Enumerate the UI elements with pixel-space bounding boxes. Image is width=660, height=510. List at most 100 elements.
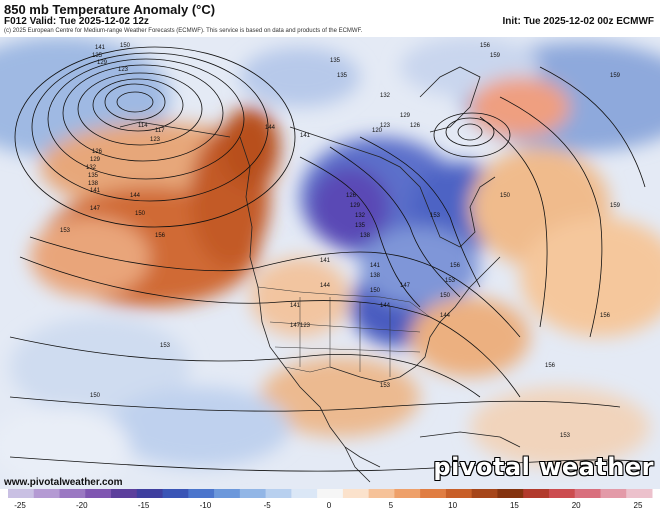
colorbar-swatch — [600, 489, 627, 498]
colorbar-swatch — [291, 489, 318, 498]
height-label: 114 — [138, 123, 148, 129]
colorbar-swatches — [8, 489, 653, 498]
height-label: 132 — [380, 93, 391, 99]
height-label: 153 — [560, 433, 571, 439]
colorbar-swatch — [265, 489, 292, 498]
height-label: 123 — [118, 67, 129, 73]
colorbar-tick-label: 20 — [572, 501, 581, 510]
height-label: 135 — [337, 73, 348, 79]
colorbar-swatch — [317, 489, 344, 498]
height-label: 150 — [370, 288, 381, 294]
colorbar-swatch — [394, 489, 421, 498]
height-label: 150 — [500, 193, 511, 199]
height-label: 117 — [155, 128, 165, 134]
colorbar-tick-label: 25 — [634, 501, 643, 510]
colorbar-swatch — [420, 489, 447, 498]
height-label: 129 — [400, 113, 411, 119]
height-label: 135 — [88, 173, 99, 179]
height-label: 141 — [300, 133, 311, 139]
height-label: 132 — [86, 165, 97, 171]
colorbar-tick-label: -15 — [138, 501, 150, 510]
height-label: 147 — [400, 283, 411, 289]
height-label: 126 — [92, 149, 103, 155]
height-label: 150 — [90, 393, 101, 399]
height-label: 153 — [60, 228, 71, 234]
height-label: 144 — [130, 193, 141, 199]
colorbar-swatch — [368, 489, 395, 498]
colorbar-swatch — [548, 489, 576, 498]
colorbar-tick-label: -20 — [76, 501, 88, 510]
height-label: 150 — [135, 211, 146, 217]
height-label: 141 — [90, 188, 101, 194]
height-label: 123 — [300, 323, 311, 329]
height-label: 129 — [97, 60, 108, 66]
height-label: 132 — [355, 213, 366, 219]
colorbar-swatch — [239, 489, 267, 498]
height-label: 138 — [88, 181, 99, 187]
height-label: 144 — [380, 303, 391, 309]
height-label: 156 — [600, 313, 611, 319]
colorbar-swatch — [33, 489, 61, 498]
height-label: 123 — [150, 137, 161, 143]
colorbar-swatch — [162, 489, 189, 498]
colorbar-swatch — [497, 489, 524, 498]
init-time: Init: Tue 2025-12-02 00z ECMWF — [502, 16, 654, 27]
height-label: 147 — [90, 206, 101, 212]
height-label: 153 — [430, 213, 441, 219]
height-contours — [9, 46, 651, 472]
height-label: 150 — [120, 43, 131, 49]
colorbar: -25 -20 -15 -10 -5 0 5 10 15 20 25 — [8, 489, 653, 510]
brand-logo: pivotal weather — [433, 453, 654, 481]
height-label: 141 — [95, 45, 106, 51]
height-label: 135 — [92, 53, 103, 59]
colorbar-tick-label: 10 — [448, 501, 457, 510]
colorbar-swatch — [111, 489, 138, 498]
height-label: 135 — [355, 223, 366, 229]
colorbar-tick-label: -25 — [14, 501, 26, 510]
height-label: 138 — [360, 233, 371, 239]
map-title: 850 mb Temperature Anomaly (°C) — [4, 2, 216, 17]
height-label: 141 — [320, 258, 331, 264]
colorbar-swatch — [59, 489, 86, 498]
anomaly-map: 1501411351291231141171231261291321351381… — [0, 37, 660, 489]
height-label: 153 — [160, 343, 171, 349]
website-label: www.pivotalweather.com — [4, 477, 123, 488]
height-label: 159 — [610, 203, 621, 209]
height-label: 135 — [330, 58, 341, 64]
height-label: 156 — [545, 363, 556, 369]
height-label: 138 — [370, 273, 381, 279]
colorbar-swatch — [136, 489, 164, 498]
colorbar-swatch — [85, 489, 112, 498]
colorbar-swatch — [8, 489, 35, 498]
colorbar-swatch — [342, 489, 370, 498]
valid-time: F012 Valid: Tue 2025-12-02 12z — [4, 16, 149, 27]
height-label: 156 — [155, 233, 166, 239]
colorbar-tick-label: 5 — [389, 501, 394, 510]
colorbar-swatch — [523, 489, 550, 498]
height-label: 129 — [90, 157, 101, 163]
height-label: 150 — [440, 293, 451, 299]
height-label: 153 — [380, 383, 391, 389]
height-label: 156 — [480, 43, 491, 49]
colorbar-tick-label: -5 — [264, 501, 272, 510]
colorbar-tick-label: -10 — [200, 501, 212, 510]
colorbar-swatch — [626, 489, 653, 498]
header-bar: 850 mb Temperature Anomaly (°C) F012 Val… — [0, 0, 660, 38]
height-label: 159 — [490, 53, 501, 59]
height-label: 144 — [440, 313, 451, 319]
height-label: 147 — [290, 323, 301, 329]
border-lines — [257, 286, 431, 377]
height-labels: 1501411351291231141171231261291321351381… — [60, 43, 621, 439]
height-label: 156 — [450, 263, 461, 269]
colorbar-swatch — [471, 489, 498, 498]
height-label: 129 — [350, 203, 361, 209]
colorbar-swatch — [214, 489, 241, 498]
ecmwf-credit: (c) 2025 European Centre for Medium-rang… — [4, 28, 363, 34]
colorbar-swatch — [574, 489, 601, 498]
colorbar-swatch — [445, 489, 473, 498]
height-label: 153 — [445, 278, 456, 284]
colorbar-tick-label: 15 — [510, 501, 519, 510]
height-label: 141 — [290, 303, 301, 309]
height-label: 126 — [410, 123, 421, 129]
height-label: 120 — [372, 128, 383, 134]
